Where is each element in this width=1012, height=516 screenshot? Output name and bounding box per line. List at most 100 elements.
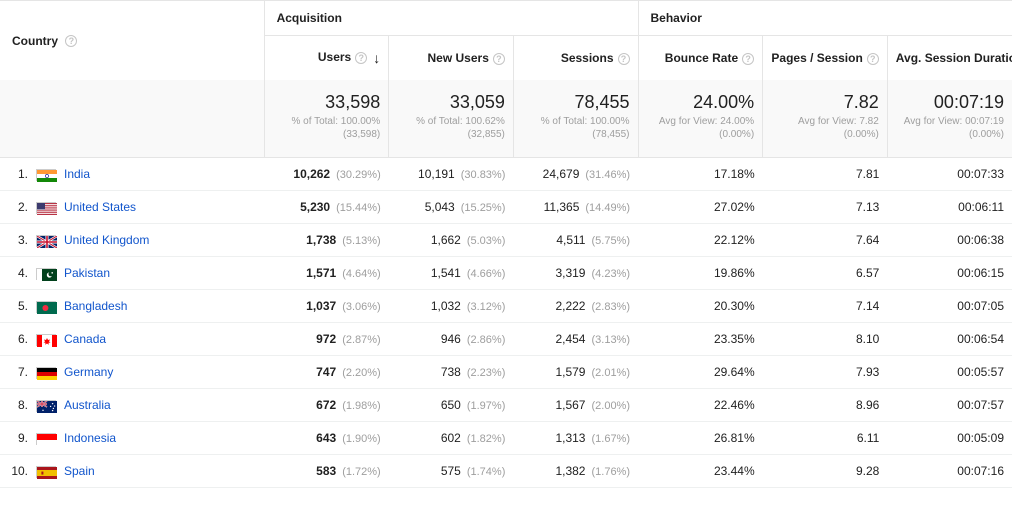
table-row: 8. Australia 672(1.98%)650(1.97%)1,567(2.0… <box>0 389 1012 422</box>
country-link[interactable]: Pakistan <box>64 266 110 280</box>
country-link[interactable]: United Kingdom <box>64 233 149 247</box>
metric-cell: 00:06:11 <box>887 191 1012 224</box>
metric-cell: 972(2.87%) <box>264 323 389 356</box>
header-group-row: Country ? AcquisitionBehavior <box>0 1 1012 36</box>
summary-blank <box>0 80 264 158</box>
country-cell: Germany <box>32 356 264 389</box>
metric-cell: 5,230(15.44%) <box>264 191 389 224</box>
metric-cell: 6.57 <box>763 257 888 290</box>
metric-cell: 1,037(3.06%) <box>264 290 389 323</box>
column-header[interactable]: Sessions? <box>513 36 638 81</box>
summary-total: 24.00% <box>647 92 755 113</box>
column-header[interactable]: Avg. Session Duration? <box>887 36 1012 81</box>
country-link[interactable]: Indonesia <box>64 431 116 445</box>
metric-cell: 2,454(3.13%) <box>513 323 638 356</box>
metric-cell: 5,043(15.25%) <box>389 191 514 224</box>
country-link[interactable]: Spain <box>64 464 95 478</box>
country-cell: Bangladesh <box>32 290 264 323</box>
metric-cell: 1,313(1.67%) <box>513 422 638 455</box>
summary-total: 33,059 <box>397 92 505 113</box>
help-icon[interactable]: ? <box>493 53 505 65</box>
help-icon[interactable]: ? <box>355 52 367 64</box>
help-icon[interactable]: ? <box>65 35 77 47</box>
metric-cell: 1,567(2.00%) <box>513 389 638 422</box>
column-label: Bounce Rate <box>665 51 738 65</box>
metric-cell: 00:07:16 <box>887 455 1012 488</box>
flag-icon <box>36 268 56 280</box>
metric-cell: 9.28 <box>763 455 888 488</box>
summary-cell: 24.00%Avg for View: 24.00%(0.00%) <box>638 80 763 158</box>
help-icon[interactable]: ? <box>867 53 879 65</box>
table-row: 5.Bangladesh1,037(3.06%)1,032(3.12%)2,22… <box>0 290 1012 323</box>
country-link[interactable]: Australia <box>64 398 111 412</box>
metric-cell: 8.10 <box>763 323 888 356</box>
help-icon[interactable]: ? <box>618 53 630 65</box>
metric-cell: 10,191(30.83%) <box>389 158 514 191</box>
table-row: 7.Germany747(2.20%)738(2.23%)1,579(2.01%… <box>0 356 1012 389</box>
metric-cell: 23.44% <box>638 455 763 488</box>
summary-sub: % of Total: 100.62%(32,855) <box>397 115 505 141</box>
metric-cell: 24,679(31.46%) <box>513 158 638 191</box>
country-cell: India <box>32 158 264 191</box>
metric-cell: 00:06:15 <box>887 257 1012 290</box>
metric-cell: 1,571(4.64%) <box>264 257 389 290</box>
metric-cell: 1,579(2.01%) <box>513 356 638 389</box>
row-index: 8. <box>0 389 32 422</box>
country-link[interactable]: United States <box>64 200 136 214</box>
metric-cell: 4,511(5.75%) <box>513 224 638 257</box>
flag-icon <box>36 301 56 313</box>
analytics-table: Country ? AcquisitionBehavior Users?↓New… <box>0 0 1012 488</box>
column-header[interactable]: Users?↓ <box>264 36 389 81</box>
metric-cell: 1,738(5.13%) <box>264 224 389 257</box>
country-cell: Pakistan <box>32 257 264 290</box>
table-row: 2. United States 5,230(15.44%)5,043(15.25%… <box>0 191 1012 224</box>
metric-cell: 00:05:09 <box>887 422 1012 455</box>
metric-cell: 1,382(1.76%) <box>513 455 638 488</box>
country-link[interactable]: Bangladesh <box>64 299 127 313</box>
row-index: 4. <box>0 257 32 290</box>
summary-cell: 7.82Avg for View: 7.82(0.00%) <box>763 80 888 158</box>
country-cell: United States <box>32 191 264 224</box>
column-header[interactable]: New Users? <box>389 36 514 81</box>
column-label: New Users <box>428 51 489 65</box>
summary-sub: Avg for View: 7.82(0.00%) <box>771 115 879 141</box>
column-group-header: Acquisition <box>264 1 638 36</box>
row-index: 10. <box>0 455 32 488</box>
table-row: 9.Indonesia643(1.90%)602(1.82%)1,313(1.6… <box>0 422 1012 455</box>
summary-cell: 00:07:19Avg for View: 00:07:19(0.00%) <box>887 80 1012 158</box>
metric-cell: 11,365(14.49%) <box>513 191 638 224</box>
column-header[interactable]: Bounce Rate? <box>638 36 763 81</box>
country-link[interactable]: India <box>64 167 90 181</box>
flag-icon <box>36 202 56 214</box>
summary-row: 33,598% of Total: 100.00%(33,598)33,059%… <box>0 80 1012 158</box>
help-icon[interactable]: ? <box>742 53 754 65</box>
metric-cell: 17.18% <box>638 158 763 191</box>
metric-cell: 00:07:05 <box>887 290 1012 323</box>
dimension-header[interactable]: Country ? <box>0 1 264 81</box>
summary-sub: Avg for View: 00:07:19(0.00%) <box>896 115 1004 141</box>
column-group-header: Behavior <box>638 1 1012 36</box>
metric-cell: 00:05:57 <box>887 356 1012 389</box>
metric-cell: 23.35% <box>638 323 763 356</box>
summary-total: 78,455 <box>522 92 630 113</box>
country-link[interactable]: Canada <box>64 332 106 346</box>
table-row: 1.India10,262(30.29%)10,191(30.83%)24,67… <box>0 158 1012 191</box>
metric-cell: 10,262(30.29%) <box>264 158 389 191</box>
flag-icon <box>36 169 56 181</box>
metric-cell: 7.81 <box>763 158 888 191</box>
row-index: 2. <box>0 191 32 224</box>
column-header[interactable]: Pages / Session? <box>763 36 888 81</box>
dimension-label: Country <box>12 34 58 48</box>
country-cell: United Kingdom <box>32 224 264 257</box>
metric-cell: 26.81% <box>638 422 763 455</box>
metric-cell: 7.13 <box>763 191 888 224</box>
metric-cell: 7.93 <box>763 356 888 389</box>
metric-cell: 946(2.86%) <box>389 323 514 356</box>
metric-cell: 650(1.97%) <box>389 389 514 422</box>
metric-cell: 1,662(5.03%) <box>389 224 514 257</box>
metric-cell: 7.64 <box>763 224 888 257</box>
metric-cell: 672(1.98%) <box>264 389 389 422</box>
summary-total: 00:07:19 <box>896 92 1004 113</box>
country-link[interactable]: Germany <box>64 365 113 379</box>
metric-cell: 29.64% <box>638 356 763 389</box>
